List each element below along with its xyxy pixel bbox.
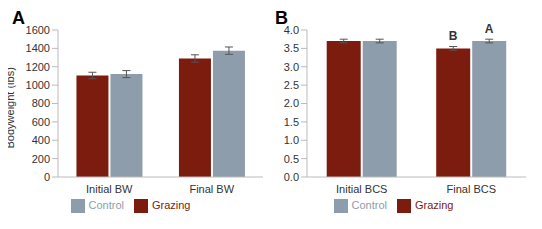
svg-text:A: A bbox=[485, 22, 494, 36]
svg-text:Final BW: Final BW bbox=[189, 183, 234, 195]
html-text:Grazing: Grazing bbox=[152, 199, 191, 211]
svg-text:400: 400 bbox=[32, 134, 50, 146]
svg-text:1600: 1600 bbox=[26, 24, 50, 36]
svg-text:3.5: 3.5 bbox=[284, 42, 299, 54]
svg-text:4.0: 4.0 bbox=[284, 24, 299, 36]
svg-text:1.0: 1.0 bbox=[284, 134, 299, 146]
svg-text:0: 0 bbox=[44, 171, 50, 183]
svg-text:800: 800 bbox=[32, 97, 50, 109]
svg-text:600: 600 bbox=[32, 116, 50, 128]
svg-text:Initial BW: Initial BW bbox=[86, 183, 133, 195]
svg-text:0.0: 0.0 bbox=[284, 171, 299, 183]
html-text:B: B bbox=[275, 8, 288, 28]
svg-text:0.5: 0.5 bbox=[284, 153, 299, 165]
html-text:Grazing: Grazing bbox=[415, 199, 454, 211]
svg-text:1.5: 1.5 bbox=[284, 116, 299, 128]
svg-text:Final BCS: Final BCS bbox=[446, 183, 496, 195]
svg-text:200: 200 bbox=[32, 153, 50, 165]
html-text:A: A bbox=[12, 8, 25, 28]
html-text:Control: Control bbox=[88, 199, 124, 211]
html-text:Control: Control bbox=[351, 199, 387, 211]
svg-text:1200: 1200 bbox=[26, 61, 50, 73]
svg-text:2.0: 2.0 bbox=[284, 97, 299, 109]
svg-text:B: B bbox=[449, 29, 458, 43]
svg-text:1400: 1400 bbox=[26, 42, 50, 54]
svg-text:2.5: 2.5 bbox=[284, 79, 299, 91]
svg-text:3.0: 3.0 bbox=[284, 61, 299, 73]
svg-text:Initial BCS: Initial BCS bbox=[336, 183, 387, 195]
svg-text:1000: 1000 bbox=[26, 79, 50, 91]
svg-text:Bodyweight (lbs): Bodyweight (lbs) bbox=[8, 67, 16, 148]
